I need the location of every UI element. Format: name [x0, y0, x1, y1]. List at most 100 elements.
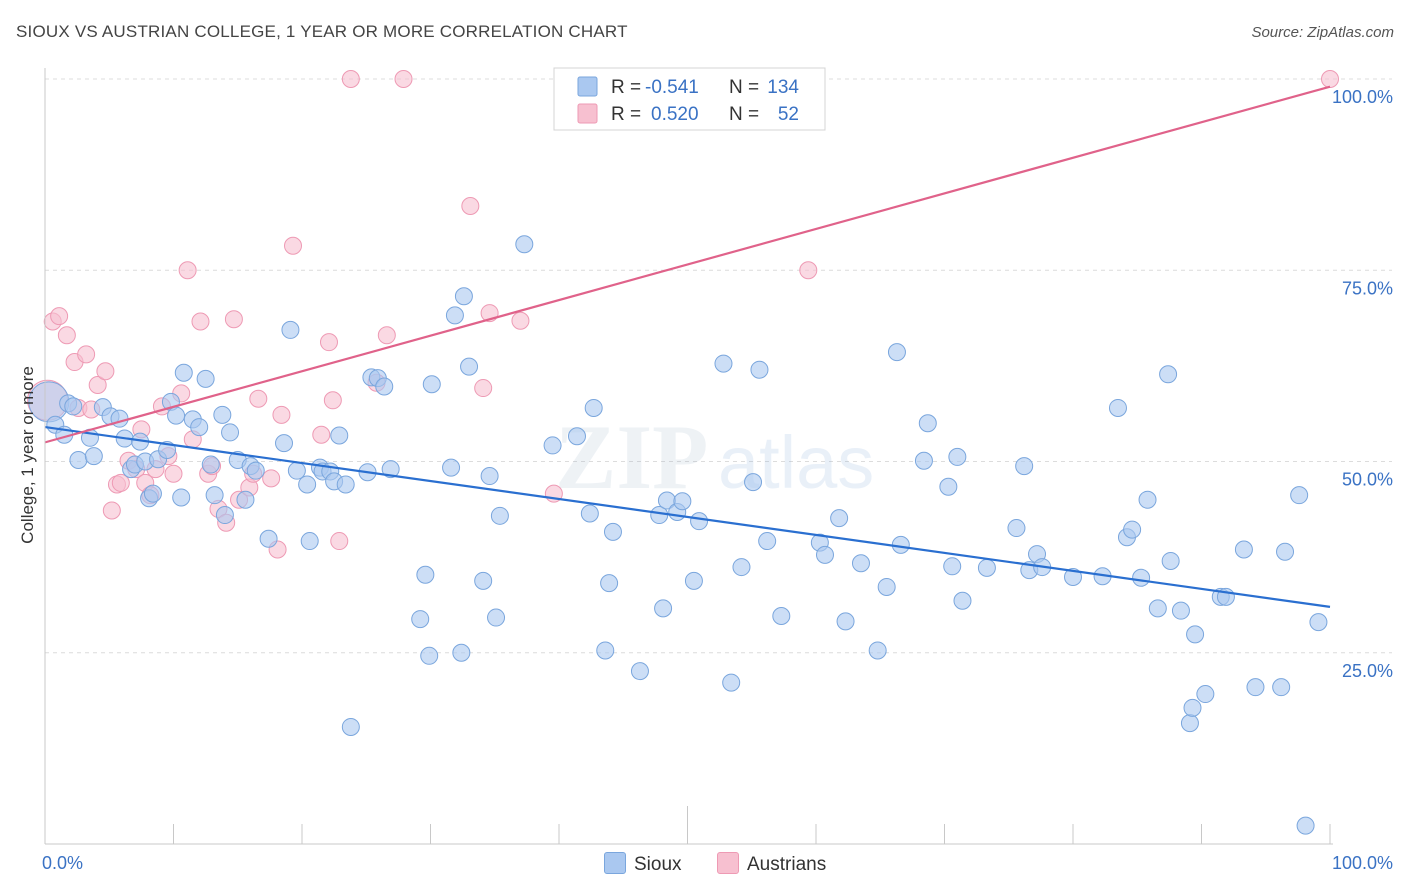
austrians-point-8[interactable]: [88, 376, 107, 394]
sioux-point-120[interactable]: [1161, 551, 1180, 570]
sioux-point-66[interactable]: [490, 506, 509, 525]
sioux-point-102[interactable]: [943, 557, 962, 576]
sioux-point-10[interactable]: [110, 409, 129, 428]
sioux-point-83[interactable]: [714, 354, 733, 373]
sioux-point-129[interactable]: [1246, 678, 1265, 697]
sioux-point-100[interactable]: [918, 414, 937, 433]
sioux-point-86[interactable]: [744, 473, 763, 492]
sioux-point-37[interactable]: [275, 434, 294, 453]
sioux-point-117[interactable]: [1138, 490, 1157, 509]
sioux-point-4[interactable]: [64, 397, 83, 416]
sioux-point-35[interactable]: [246, 461, 265, 480]
sioux-point-105[interactable]: [977, 558, 996, 577]
sioux-point-63[interactable]: [474, 571, 493, 590]
sioux-point-130[interactable]: [1272, 678, 1291, 697]
austrians-point-41[interactable]: [323, 391, 342, 410]
austrians-point-25[interactable]: [191, 312, 210, 331]
sioux-point-31[interactable]: [221, 423, 240, 442]
austrians-point-35[interactable]: [262, 469, 281, 488]
sioux-point-89[interactable]: [772, 607, 791, 626]
austrians-point-30[interactable]: [224, 310, 243, 329]
austrians-point-43[interactable]: [341, 70, 360, 88]
sioux-point-21[interactable]: [167, 406, 186, 425]
sioux-point-93[interactable]: [836, 612, 855, 631]
sioux-point-7[interactable]: [84, 447, 103, 466]
sioux-point-96[interactable]: [877, 577, 896, 596]
sioux-point-84[interactable]: [722, 673, 741, 692]
sioux-point-73[interactable]: [600, 574, 619, 593]
sioux-point-113[interactable]: [1108, 398, 1127, 417]
sioux-point-61[interactable]: [454, 287, 473, 306]
sioux-point-67[interactable]: [515, 235, 534, 254]
sioux-point-38[interactable]: [281, 320, 300, 339]
sioux-point-91[interactable]: [815, 545, 834, 564]
sioux-point-17[interactable]: [143, 484, 162, 503]
sioux-point-94[interactable]: [851, 554, 870, 573]
austrians-point-53[interactable]: [799, 261, 818, 280]
sioux-point-97[interactable]: [887, 343, 906, 362]
sioux-point-54[interactable]: [411, 610, 430, 629]
sioux-point-46[interactable]: [330, 426, 349, 445]
sioux-point-68[interactable]: [543, 436, 562, 455]
sioux-point-30[interactable]: [213, 405, 232, 424]
austrians-point-2[interactable]: [50, 307, 69, 326]
austrians-point-37[interactable]: [272, 405, 291, 424]
sioux-point-29[interactable]: [215, 506, 234, 525]
austrians-point-39[interactable]: [312, 425, 331, 444]
sioux-point-121[interactable]: [1171, 601, 1190, 620]
sioux-point-23[interactable]: [174, 363, 193, 382]
sioux-point-134[interactable]: [1309, 613, 1328, 632]
sioux-point-133[interactable]: [1296, 816, 1315, 835]
sioux-point-122[interactable]: [1180, 714, 1199, 733]
sioux-point-5[interactable]: [69, 450, 88, 469]
sioux-point-107[interactable]: [1015, 457, 1034, 476]
sioux-point-111[interactable]: [1064, 568, 1082, 587]
sioux-point-85[interactable]: [732, 558, 751, 577]
sioux-point-27[interactable]: [201, 455, 220, 474]
sioux-point-25[interactable]: [190, 418, 209, 437]
sioux-point-77[interactable]: [654, 599, 673, 618]
sioux-point-95[interactable]: [868, 641, 887, 660]
sioux-point-128[interactable]: [1234, 540, 1253, 559]
sioux-point-119[interactable]: [1159, 365, 1178, 384]
austrians-point-50[interactable]: [511, 311, 530, 330]
sioux-point-65[interactable]: [487, 608, 506, 627]
austrians-point-10[interactable]: [102, 501, 121, 520]
sioux-point-92[interactable]: [830, 509, 849, 528]
sioux-point-72[interactable]: [596, 641, 615, 660]
austrians-point-3[interactable]: [57, 326, 76, 345]
sioux-point-41[interactable]: [300, 532, 319, 551]
sioux-point-26[interactable]: [196, 369, 215, 388]
austrians-point-6[interactable]: [77, 345, 96, 364]
austrians-point-46[interactable]: [394, 70, 413, 88]
sioux-point-115[interactable]: [1123, 520, 1142, 539]
austrians-point-12[interactable]: [111, 473, 130, 492]
sioux-point-60[interactable]: [452, 643, 471, 662]
sioux-point-124[interactable]: [1186, 625, 1205, 644]
sioux-point-123[interactable]: [1183, 698, 1202, 717]
sioux-point-101[interactable]: [939, 477, 958, 496]
sioux-point-33[interactable]: [236, 490, 255, 509]
sioux-point-40[interactable]: [298, 475, 317, 494]
sioux-point-87[interactable]: [750, 360, 769, 379]
sioux-point-36[interactable]: [259, 529, 278, 548]
austrians-point-48[interactable]: [474, 379, 493, 398]
sioux-point-22[interactable]: [172, 488, 191, 507]
sioux-point-58[interactable]: [442, 458, 461, 477]
sioux-point-106[interactable]: [1007, 519, 1026, 538]
austrians-point-9[interactable]: [96, 362, 115, 381]
sioux-point-131[interactable]: [1276, 542, 1295, 561]
sioux-point-28[interactable]: [205, 486, 224, 505]
series-legend-sioux[interactable]: Sioux: [604, 852, 682, 876]
sioux-point-99[interactable]: [914, 451, 933, 470]
sioux-point-82[interactable]: [690, 512, 709, 531]
sioux-point-81[interactable]: [684, 571, 703, 590]
sioux-point-62[interactable]: [460, 357, 479, 376]
sioux-point-103[interactable]: [948, 447, 967, 466]
sioux-point-52[interactable]: [375, 377, 394, 396]
austrians-point-42[interactable]: [330, 532, 349, 551]
sioux-point-75[interactable]: [630, 662, 649, 681]
sioux-point-71[interactable]: [584, 398, 603, 417]
sioux-point-47[interactable]: [336, 475, 355, 494]
austrians-point-47[interactable]: [461, 196, 480, 215]
